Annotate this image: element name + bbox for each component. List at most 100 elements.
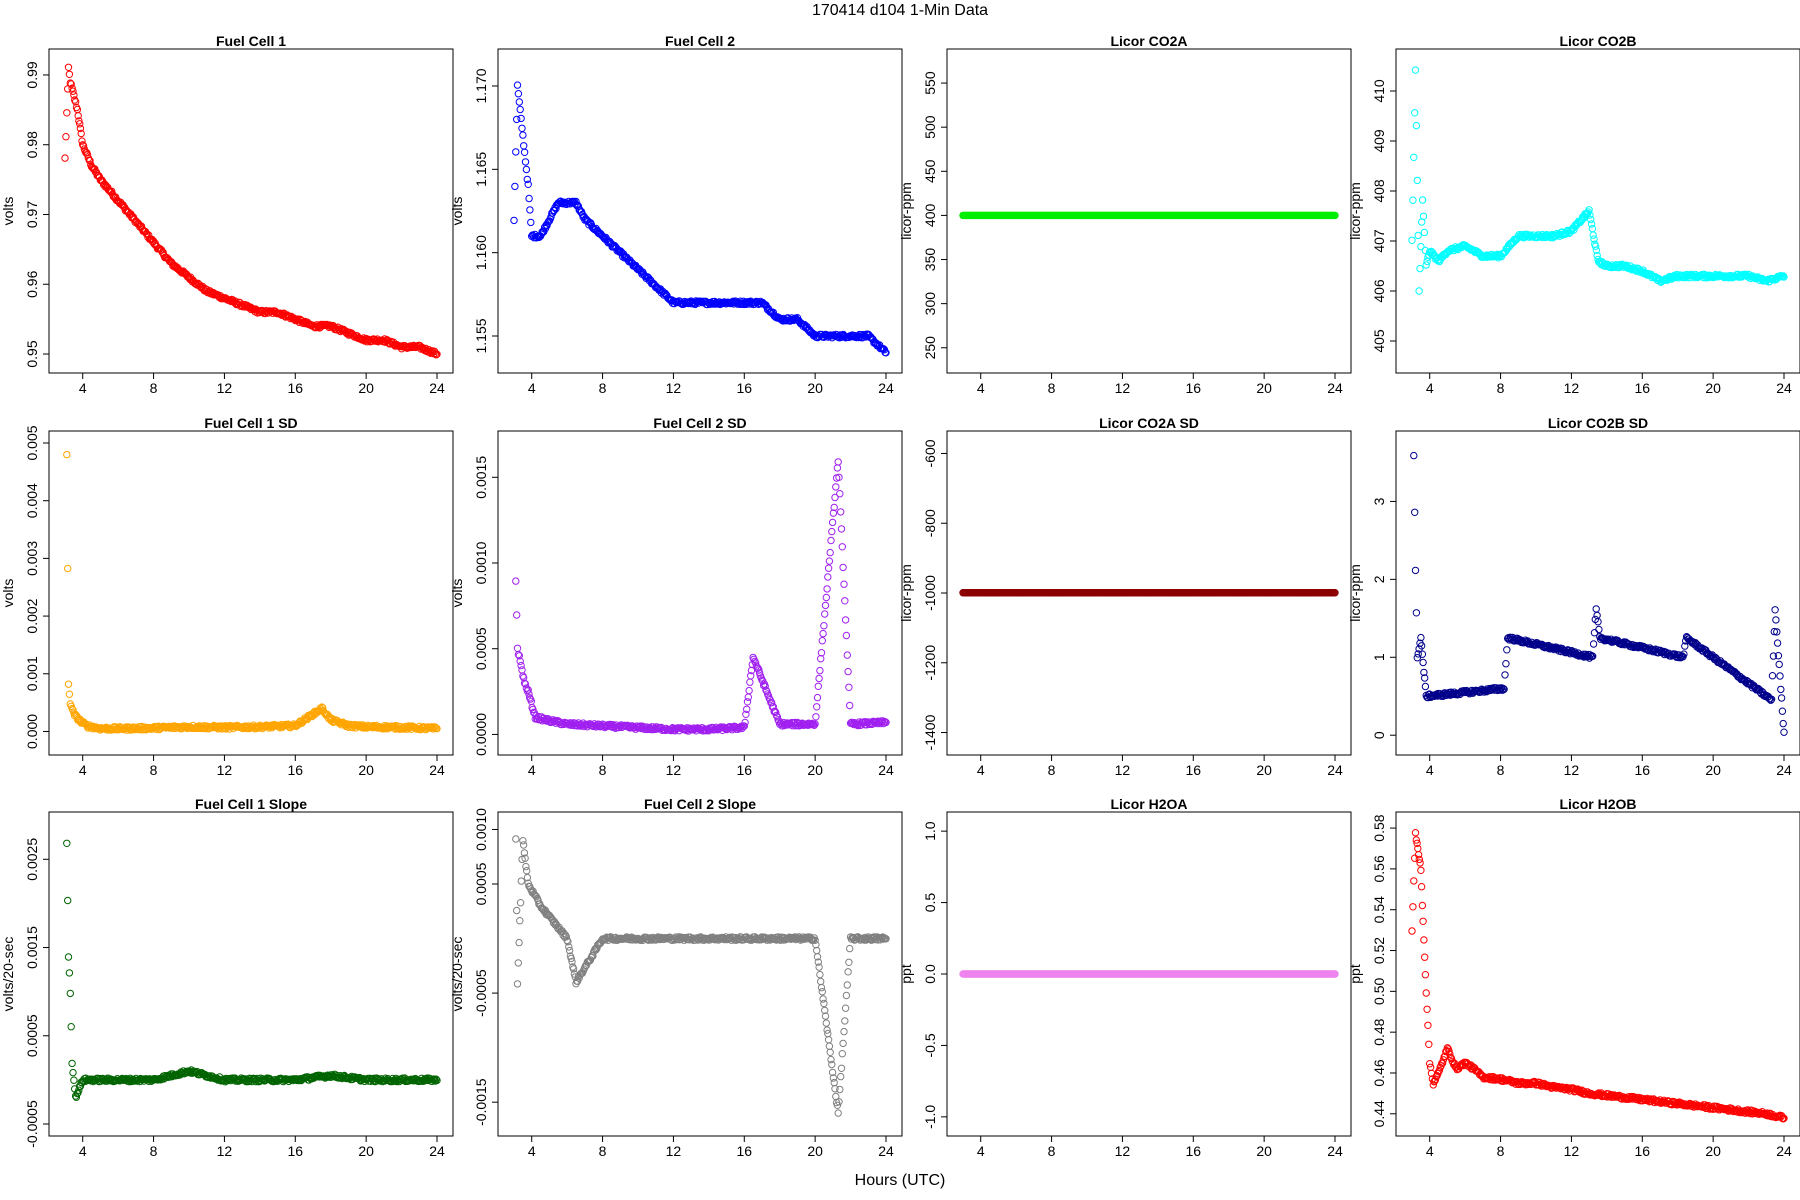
y-tick-label: 550	[922, 71, 938, 95]
data-point	[1779, 719, 1787, 728]
data-point	[743, 698, 752, 706]
data-point	[517, 877, 525, 885]
data-point	[823, 585, 831, 593]
data-point	[745, 686, 753, 695]
data-point	[816, 970, 824, 979]
data-point	[832, 483, 840, 491]
data-point	[1417, 242, 1425, 251]
data-point	[837, 508, 845, 516]
panel-title: Fuel Cell 1 Slope	[195, 796, 307, 812]
data-point	[1518, 232, 1527, 241]
data-point	[1777, 685, 1785, 694]
y-tick-label: -0.0015	[473, 1078, 489, 1126]
x-tick-label: 16	[736, 380, 752, 396]
data-point	[65, 690, 74, 698]
data-point	[1775, 273, 1783, 281]
y-tick-label: 0.98	[24, 131, 40, 158]
x-tick-label: 24	[429, 1143, 445, 1159]
data-point	[1411, 566, 1420, 575]
data-point	[812, 713, 820, 721]
data-point	[74, 112, 82, 120]
x-tick-label: 8	[1048, 762, 1056, 778]
x-tick-label: 16	[736, 762, 752, 778]
y-tick-label: -0.5	[922, 1033, 938, 1057]
data-point	[524, 686, 532, 694]
data-point	[836, 490, 844, 498]
x-tick-label: 8	[150, 1143, 158, 1159]
y-tick-label: 300	[922, 292, 938, 316]
data-point	[1595, 625, 1603, 634]
data-point	[816, 666, 824, 675]
data-point	[825, 557, 834, 565]
y-tick-label: 1.160	[473, 235, 489, 270]
data-point	[1413, 654, 1422, 662]
data-point	[1780, 728, 1788, 736]
x-tick-label: 12	[1115, 762, 1131, 778]
x-tick-label: 24	[429, 380, 445, 396]
data-point	[1414, 231, 1422, 240]
data-point	[1501, 671, 1509, 679]
data-point	[836, 1085, 844, 1094]
data-point	[1409, 196, 1417, 204]
data-point	[1417, 642, 1426, 650]
y-axis-title: volts/20-sec	[449, 937, 465, 1012]
x-tick-label: 16	[1185, 380, 1201, 396]
data-point	[830, 1078, 838, 1087]
data-point	[1590, 235, 1598, 243]
data-point	[1592, 246, 1601, 254]
data-point	[63, 450, 71, 459]
data-point	[527, 218, 535, 227]
data-point	[1586, 211, 1594, 219]
y-tick-label: 400	[922, 204, 938, 228]
y-tick-label: 0.0	[922, 964, 938, 984]
data-point	[1331, 211, 1339, 220]
y-tick-label: 250	[922, 336, 938, 360]
data-point	[834, 1109, 842, 1117]
data-point	[824, 573, 832, 581]
x-tick-label: 20	[1256, 1143, 1272, 1159]
data-point	[516, 899, 525, 907]
y-tick-label: 409	[1371, 129, 1387, 153]
data-point	[513, 611, 521, 619]
y-tick-label: 1.155	[473, 318, 489, 353]
data-point	[840, 1027, 848, 1036]
data-point	[813, 693, 822, 702]
data-point	[1411, 508, 1419, 516]
x-tick-label: 4	[528, 1143, 536, 1159]
data-point	[1593, 611, 1601, 620]
data-point	[743, 705, 751, 713]
x-tick-label: 12	[1564, 762, 1580, 778]
x-tick-label: 20	[807, 1143, 823, 1159]
data-point	[837, 1064, 846, 1073]
data-point	[1331, 589, 1339, 597]
y-tick-label: 0.0015	[24, 926, 40, 969]
y-tick-label: 0.000	[24, 714, 40, 749]
data-point	[514, 90, 523, 98]
data-point	[741, 718, 749, 727]
data-point	[513, 644, 522, 652]
data-point	[1779, 272, 1787, 280]
data-point	[64, 564, 72, 573]
data-point	[828, 527, 836, 536]
data-point	[768, 698, 776, 707]
data-point	[72, 711, 80, 719]
x-tick-label: 20	[807, 762, 823, 778]
data-point	[772, 708, 780, 717]
data-point	[512, 577, 520, 585]
data-point	[859, 330, 868, 339]
panel-title: Licor CO2A	[1110, 33, 1187, 49]
x-tick-label: 16	[287, 1143, 303, 1159]
plot-frame	[497, 430, 903, 756]
data-point	[881, 718, 889, 726]
data-point	[813, 703, 821, 711]
x-tick-label: 24	[1776, 380, 1792, 396]
data-point	[64, 896, 72, 905]
y-tick-label: 450	[922, 159, 938, 183]
data-point	[524, 180, 532, 189]
x-tick-label: 12	[1115, 1143, 1131, 1159]
x-tick-label: 16	[287, 762, 303, 778]
data-point	[1778, 707, 1787, 715]
